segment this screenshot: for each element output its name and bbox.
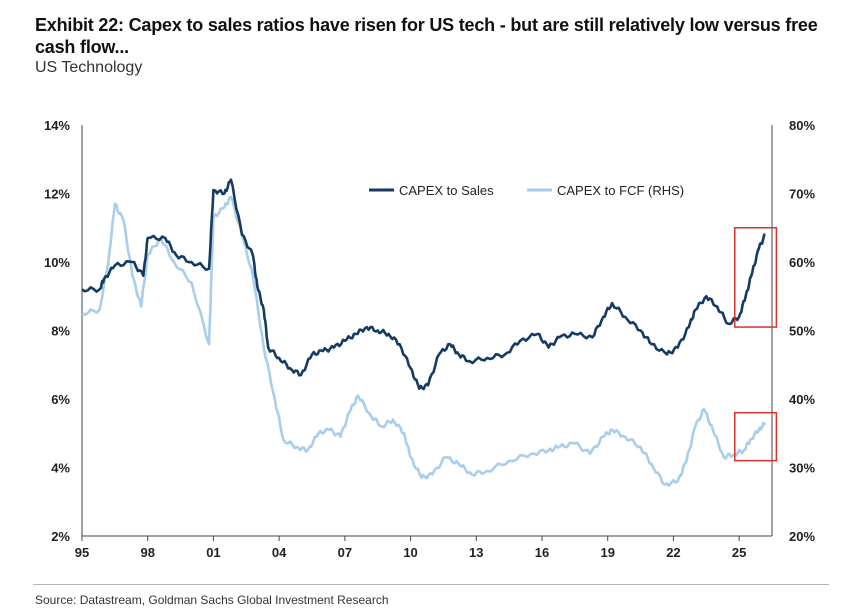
right-tick-label: 80%	[789, 118, 815, 133]
plot-frame	[81, 125, 773, 537]
right-axis-ticks: 20% 30% 40% 50% 60% 70% 80%	[789, 118, 815, 544]
highlight-box-capex-sales	[734, 227, 778, 328]
x-tick-label: 16	[535, 545, 549, 560]
left-tick-label: 8%	[51, 324, 70, 339]
right-tick-label: 20%	[789, 529, 815, 544]
chart-subtitle: US Technology	[35, 59, 143, 76]
legend: CAPEX to Sales CAPEX to FCF (RHS)	[369, 183, 684, 198]
x-tick-label: 25	[732, 545, 746, 560]
left-tick-label: 2%	[51, 529, 70, 544]
x-tick-label: 13	[469, 545, 483, 560]
series-capex-to-fcf-line	[81, 195, 767, 488]
right-tick-label: 30%	[789, 461, 815, 476]
x-tick-label: 95	[75, 545, 89, 560]
left-tick-label: 4%	[51, 461, 70, 476]
highlight-boxes	[734, 227, 778, 462]
chart-frame: Exhibit 22: Capex to sales ratios have r…	[26, 6, 838, 608]
left-tick-label: 10%	[44, 255, 70, 270]
chart-title: Exhibit 22: Capex to sales ratios have r…	[35, 15, 818, 57]
left-tick-label: 14%	[44, 118, 70, 133]
left-tick-label: 6%	[51, 392, 70, 407]
x-tick-label: 10	[403, 545, 417, 560]
source-divider	[33, 584, 829, 585]
right-tick-label: 40%	[789, 392, 815, 407]
highlight-box-capex-fcf	[734, 411, 778, 462]
right-tick-label: 50%	[789, 324, 815, 339]
right-tick-label: 70%	[789, 187, 815, 202]
x-tick-label: 04	[272, 545, 287, 560]
source-note: Source: Datastream, Goldman Sachs Global…	[35, 593, 389, 607]
right-tick-label: 60%	[789, 255, 815, 270]
series-layer	[81, 178, 767, 488]
left-axis-ticks: 2% 4% 6% 8% 10% 12% 14%	[44, 118, 70, 544]
series-capex-to-sales-line	[81, 178, 766, 391]
x-tick-label: 01	[206, 545, 220, 560]
x-tick-label: 22	[666, 545, 680, 560]
x-axis-ticks: 95 98 01 04 07 10 13 16 19 22 25	[75, 536, 746, 560]
x-tick-label: 07	[338, 545, 352, 560]
line-chart: 2%4%6%8%10%12%14% 20%30%40%50%60%70%80% …	[44, 118, 815, 560]
left-tick-label: 12%	[44, 187, 70, 202]
legend-label-capex-fcf: CAPEX to FCF (RHS)	[557, 183, 684, 198]
x-tick-label: 98	[140, 545, 154, 560]
legend-label-capex-sales: CAPEX to Sales	[399, 183, 494, 198]
x-tick-label: 19	[600, 545, 614, 560]
